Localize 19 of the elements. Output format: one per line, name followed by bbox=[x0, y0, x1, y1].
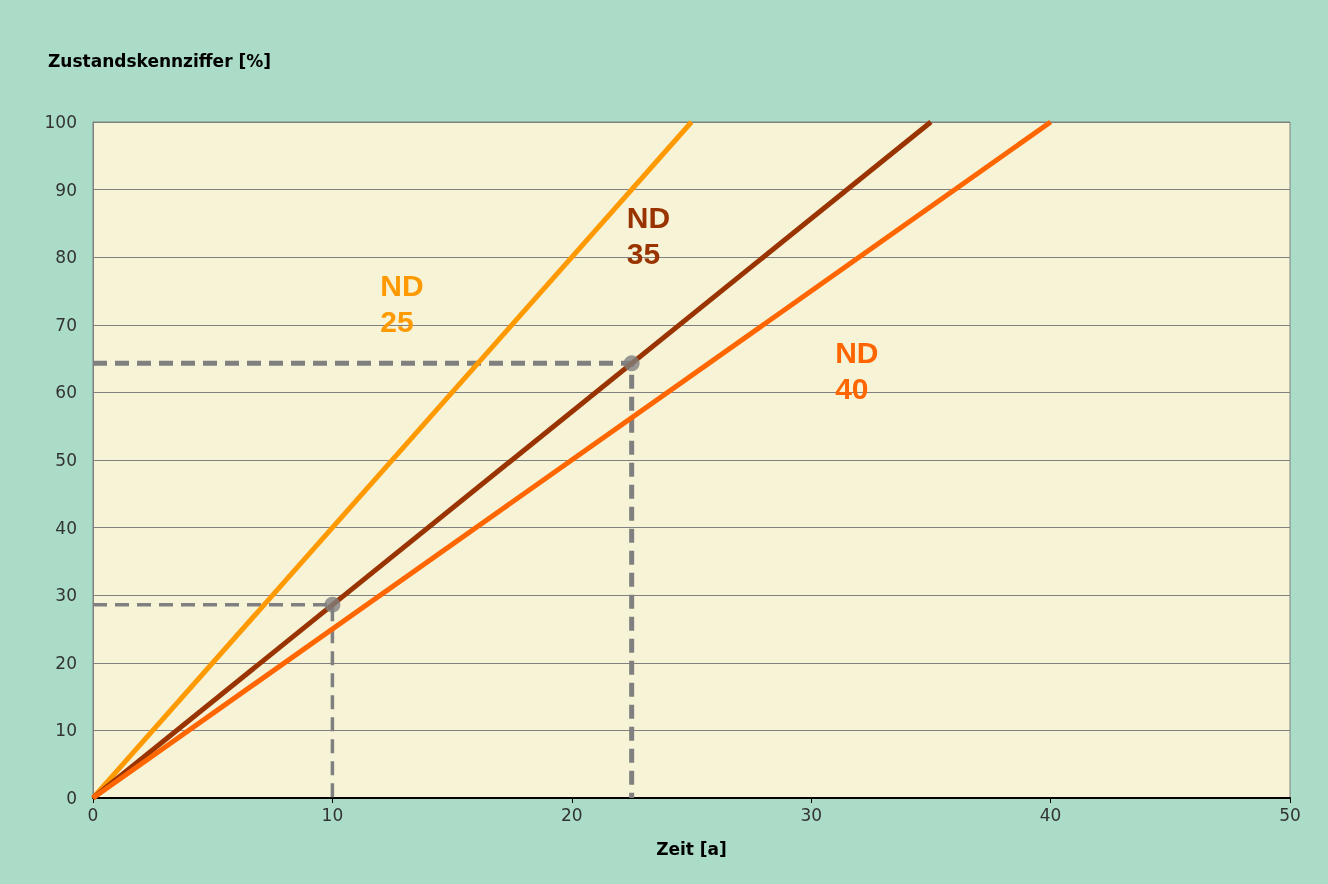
x-tick-label: 50 bbox=[1279, 804, 1301, 825]
x-tick-label: 40 bbox=[1039, 804, 1062, 825]
x-tick-label: 30 bbox=[800, 804, 823, 825]
y-tick-label: 80 bbox=[55, 247, 77, 268]
x-tick-label: 0 bbox=[87, 804, 99, 825]
y-tick-label: 0 bbox=[66, 788, 77, 808]
x-tick-label: 20 bbox=[560, 804, 583, 825]
y-tick-label: 60 bbox=[55, 382, 77, 403]
y-tick-label: 70 bbox=[55, 314, 77, 335]
x-tick-label: 10 bbox=[321, 804, 344, 825]
x-axis-title: Zeit [a] bbox=[656, 838, 727, 859]
y-tick-label: 10 bbox=[55, 720, 77, 741]
y-tick-label: 100 bbox=[44, 112, 77, 132]
y-axis-title: Zustandskennziffer [%] bbox=[48, 50, 272, 71]
y-tick-label: 40 bbox=[55, 517, 77, 538]
y-tick-label: 50 bbox=[55, 450, 77, 470]
y-tick-label: 30 bbox=[55, 585, 77, 606]
y-tick-label: 90 bbox=[55, 179, 77, 200]
y-tick-label: 20 bbox=[55, 652, 77, 673]
